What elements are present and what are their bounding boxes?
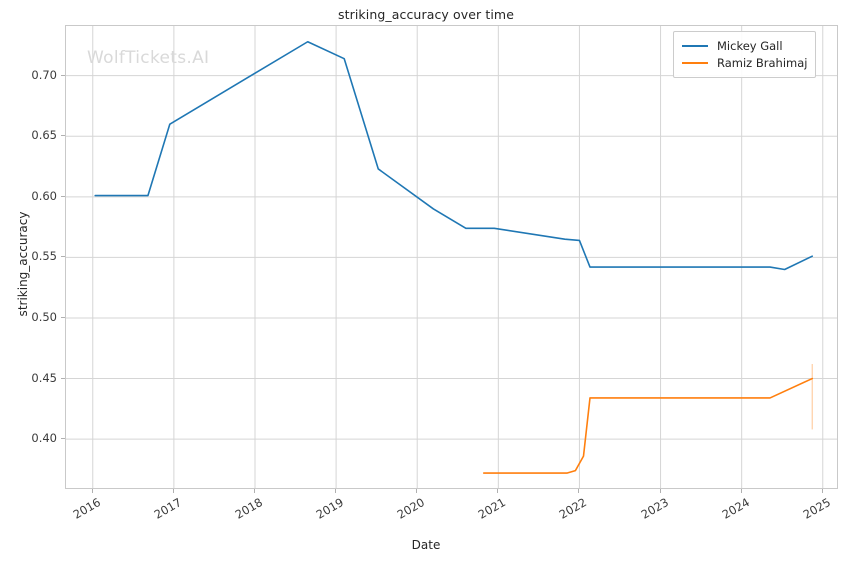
x-tick-mark (172, 489, 174, 493)
x-tick-label: 2016 (70, 495, 103, 522)
y-tick-label: 0.70 (31, 67, 57, 82)
x-tick-mark (578, 489, 580, 493)
y-tick-label: 0.50 (31, 309, 57, 324)
legend-item-ramiz-brahimaj[interactable]: Ramiz Brahimaj (682, 54, 807, 71)
plot-area: WolfTickets.AI (65, 25, 838, 489)
legend-swatch-mickey-gall (682, 44, 708, 47)
x-tick-mark (659, 489, 661, 493)
x-tick-mark (253, 489, 255, 493)
x-tick-label: 2018 (232, 495, 265, 522)
x-tick-label: 2025 (800, 495, 833, 522)
x-tick-label: 2019 (313, 495, 347, 522)
legend-item-mickey-gall[interactable]: Mickey Gall (682, 37, 807, 54)
x-tick-mark (740, 489, 742, 493)
legend-swatch-ramiz-brahimaj (682, 61, 708, 64)
grid-layer (66, 26, 837, 488)
y-tick-mark (61, 256, 65, 258)
x-tick-mark (91, 489, 93, 493)
legend-label-ramiz-brahimaj: Ramiz Brahimaj (717, 55, 808, 70)
x-axis-label: Date (411, 538, 441, 552)
y-tick-mark (61, 135, 65, 137)
x-tick-label: 2020 (394, 495, 428, 522)
y-tick-label: 0.55 (31, 249, 57, 264)
x-tick-label: 2021 (475, 495, 509, 522)
x-tick-label: 2024 (719, 495, 752, 522)
y-tick-mark (61, 438, 65, 440)
x-tick-mark (416, 489, 418, 493)
y-tick-label: 0.45 (31, 370, 57, 385)
plot-svg (66, 26, 837, 488)
chart-legend: Mickey Gall Ramiz Brahimaj (673, 31, 817, 78)
x-tick-label: 2023 (638, 495, 671, 522)
y-axis-tick-layer: 0.40 0.45 0.50 0.55 0.60 0.65 0.70 (0, 0, 65, 561)
y-tick-mark (61, 316, 65, 318)
y-tick-label: 0.65 (31, 128, 57, 143)
series-line-ramiz-brahimaj (482, 377, 814, 474)
y-tick-mark (61, 377, 65, 379)
series-line-mickey-gall (94, 40, 814, 271)
x-tick-label: 2022 (557, 495, 590, 522)
x-tick-mark (821, 489, 823, 493)
series-layer (94, 40, 814, 474)
x-tick-mark (497, 489, 499, 493)
y-tick-mark (61, 195, 65, 197)
legend-label-mickey-gall: Mickey Gall (717, 38, 783, 53)
x-tick-label: 2017 (151, 495, 184, 522)
y-tick-label: 0.60 (31, 188, 57, 203)
chart-title: striking_accuracy over time (337, 7, 514, 22)
x-tick-mark (335, 489, 337, 493)
y-tick-mark (61, 74, 65, 76)
y-tick-label: 0.40 (31, 431, 57, 446)
